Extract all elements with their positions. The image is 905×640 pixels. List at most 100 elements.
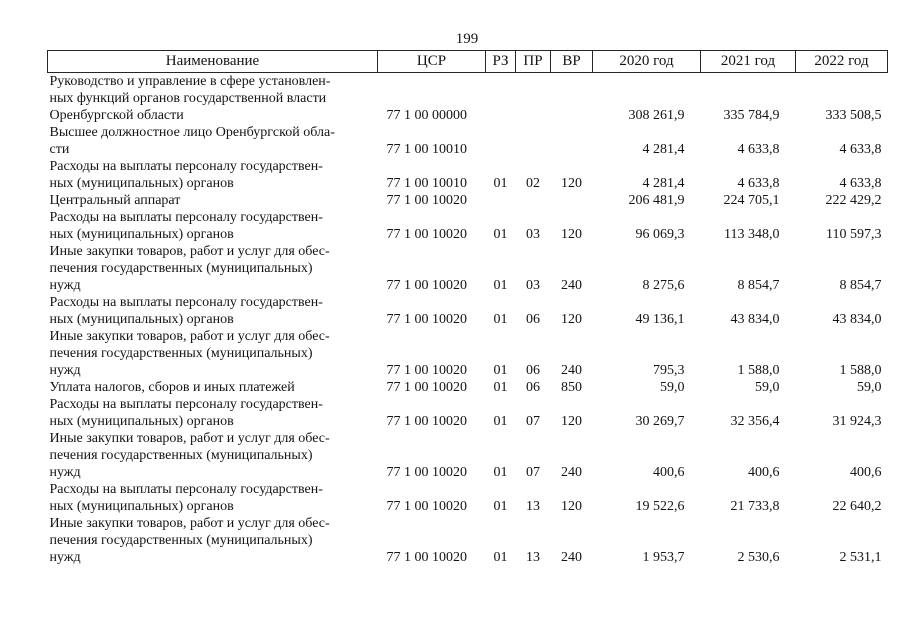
row-csr-cell: 77 1 00 10010 — [386, 142, 468, 157]
table-head: Наименование ЦСР РЗ ПР ВР 2020 год 2021 год 202… — [47, 50, 888, 73]
row-csr-cell: 77 1 00 10020 — [386, 380, 468, 395]
row-2022-cell: 43 834,0 — [832, 312, 882, 327]
row-vr-cell: 240 — [561, 363, 582, 378]
row-2021-cell: 4 633,8 — [737, 176, 780, 191]
row-2020-cell: 30 269,7 — [635, 414, 685, 429]
row-vr-cell: 120 — [561, 227, 582, 242]
row-vr-cell — [551, 73, 593, 125]
page-number: 199 — [455, 31, 479, 47]
row-csr-cell: 77 1 00 10020 — [386, 227, 468, 242]
table-row: Расходы на выплаты персоналу государстве… — [48, 158, 888, 192]
row-csr-cell: 77 1 00 10020 — [386, 499, 468, 514]
table-row: Расходы на выплаты персоналу государстве… — [48, 294, 888, 328]
table-row: Высшее должностное лицо Оренбургской обл… — [48, 124, 888, 158]
row-2022-cell: 333 508,5 — [825, 108, 882, 123]
row-2022-cell: 400,6 — [850, 465, 882, 480]
row-vr-cell: 240 — [561, 465, 582, 480]
row-rz-cell: 01 — [493, 176, 508, 191]
column-header-csr: ЦСР — [377, 50, 486, 73]
row-csr-cell: 77 1 00 10020 — [386, 312, 468, 327]
row-csr-cell: 77 1 00 00000 — [386, 108, 468, 123]
table-row: Иные закупки товаров, работ и услуг для … — [48, 430, 888, 481]
row-2021-cell: 59,0 — [755, 380, 780, 395]
row-name-cell: Иные закупки товаров, работ и услуг для … — [49, 431, 330, 480]
row-rz-cell: 01 — [493, 380, 508, 395]
row-vr-cell: 120 — [561, 499, 582, 514]
row-pr-cell — [516, 73, 551, 125]
table-row: Расходы на выплаты персоналу государстве… — [48, 481, 888, 515]
table-row: Иные закупки товаров, работ и услуг для … — [48, 328, 888, 379]
row-2021-cell: 224 705,1 — [723, 193, 780, 208]
row-csr-cell: 77 1 00 10020 — [386, 278, 468, 293]
row-2020-cell: 96 069,3 — [635, 227, 685, 242]
row-csr-cell: 77 1 00 10010 — [386, 176, 468, 191]
row-2022-cell: 59,0 — [857, 380, 882, 395]
table-row: Расходы на выплаты персоналу государстве… — [48, 396, 888, 430]
row-pr-cell: 03 — [526, 278, 540, 293]
row-name-cell: Иные закупки товаров, работ и услуг для … — [49, 329, 330, 378]
row-pr-cell: 03 — [526, 227, 540, 242]
row-pr-cell: 06 — [526, 363, 540, 378]
row-vr-cell: 240 — [561, 550, 582, 565]
row-2021-cell: 1 588,0 — [737, 363, 780, 378]
column-header-rz: РЗ — [485, 50, 516, 73]
table-row: Расходы на выплаты персоналу государстве… — [48, 209, 888, 243]
row-vr-cell — [551, 192, 593, 209]
row-csr-cell: 77 1 00 10020 — [386, 550, 468, 565]
row-pr-cell: 07 — [526, 414, 540, 429]
row-name-cell: Расходы на выплаты персоналу государстве… — [49, 210, 323, 242]
row-name-cell: Уплата налогов, сборов и иных платежей — [49, 380, 295, 395]
row-csr-cell: 77 1 00 10020 — [386, 465, 468, 480]
row-csr-cell: 77 1 00 10020 — [386, 363, 468, 378]
row-name-cell: Высшее должностное лицо Оренбургской обл… — [49, 125, 335, 157]
column-header-name: Наименование — [47, 50, 378, 73]
row-2020-cell: 308 261,9 — [628, 108, 685, 123]
row-rz-cell: 01 — [493, 550, 508, 565]
column-header-y2021: 2021 год — [700, 50, 796, 73]
row-pr-cell: 06 — [526, 312, 540, 327]
header-row: Наименование ЦСР РЗ ПР ВР 2020 год 2021 год 202… — [47, 50, 888, 73]
row-2022-cell: 22 640,2 — [832, 499, 882, 514]
row-name-cell: Расходы на выплаты персоналу государстве… — [49, 482, 323, 514]
row-name-cell: Центральный аппарат — [49, 193, 181, 208]
row-2021-cell: 400,6 — [748, 465, 780, 480]
row-vr-cell: 120 — [561, 176, 582, 191]
row-rz-cell: 01 — [493, 363, 508, 378]
row-2021-cell: 32 356,4 — [730, 414, 780, 429]
table-row: Руководство и управление в сфере установ… — [48, 73, 888, 125]
row-csr-cell: 77 1 00 10020 — [386, 414, 468, 429]
row-2021-cell: 4 633,8 — [737, 142, 780, 157]
row-rz-cell — [486, 124, 516, 158]
column-header-y2022: 2022 год — [795, 50, 888, 73]
row-rz-cell — [486, 73, 516, 125]
row-2022-cell: 4 633,8 — [839, 142, 882, 157]
row-2021-cell: 113 348,0 — [724, 227, 780, 242]
row-pr-cell: 07 — [526, 465, 540, 480]
column-header-pr: ПР — [515, 50, 551, 73]
row-pr-cell: 13 — [526, 499, 540, 514]
row-name-cell: Расходы на выплаты персоналу государстве… — [49, 159, 323, 191]
row-2020-cell: 8 275,6 — [642, 278, 685, 293]
row-pr-cell: 06 — [526, 380, 540, 395]
row-name-cell: Иные закупки товаров, работ и услуг для … — [49, 516, 330, 565]
row-2022-cell: 110 597,3 — [826, 227, 882, 242]
row-rz-cell — [486, 192, 516, 209]
row-2020-cell: 4 281,4 — [642, 142, 685, 157]
row-2020-cell: 400,6 — [653, 465, 685, 480]
row-rz-cell: 01 — [493, 227, 508, 242]
row-2020-cell: 49 136,1 — [635, 312, 685, 327]
table-row: Центральный аппарат 77 1 00 10020 206 481,… — [48, 192, 888, 209]
row-name-cell: Расходы на выплаты персоналу государстве… — [49, 295, 323, 327]
row-2021-cell: 21 733,8 — [730, 499, 780, 514]
table-body: Руководство и управление в сфере установ… — [48, 73, 888, 567]
row-rz-cell: 01 — [493, 278, 508, 293]
row-name-cell: Иные закупки товаров, работ и услуг для … — [49, 244, 330, 293]
row-pr-cell — [516, 124, 551, 158]
row-vr-cell: 120 — [561, 312, 582, 327]
row-rz-cell: 01 — [493, 465, 508, 480]
column-header-vr: ВР — [550, 50, 593, 73]
row-vr-cell: 120 — [561, 414, 582, 429]
row-rz-cell: 01 — [493, 312, 508, 327]
row-2020-cell: 1 953,7 — [642, 550, 685, 565]
